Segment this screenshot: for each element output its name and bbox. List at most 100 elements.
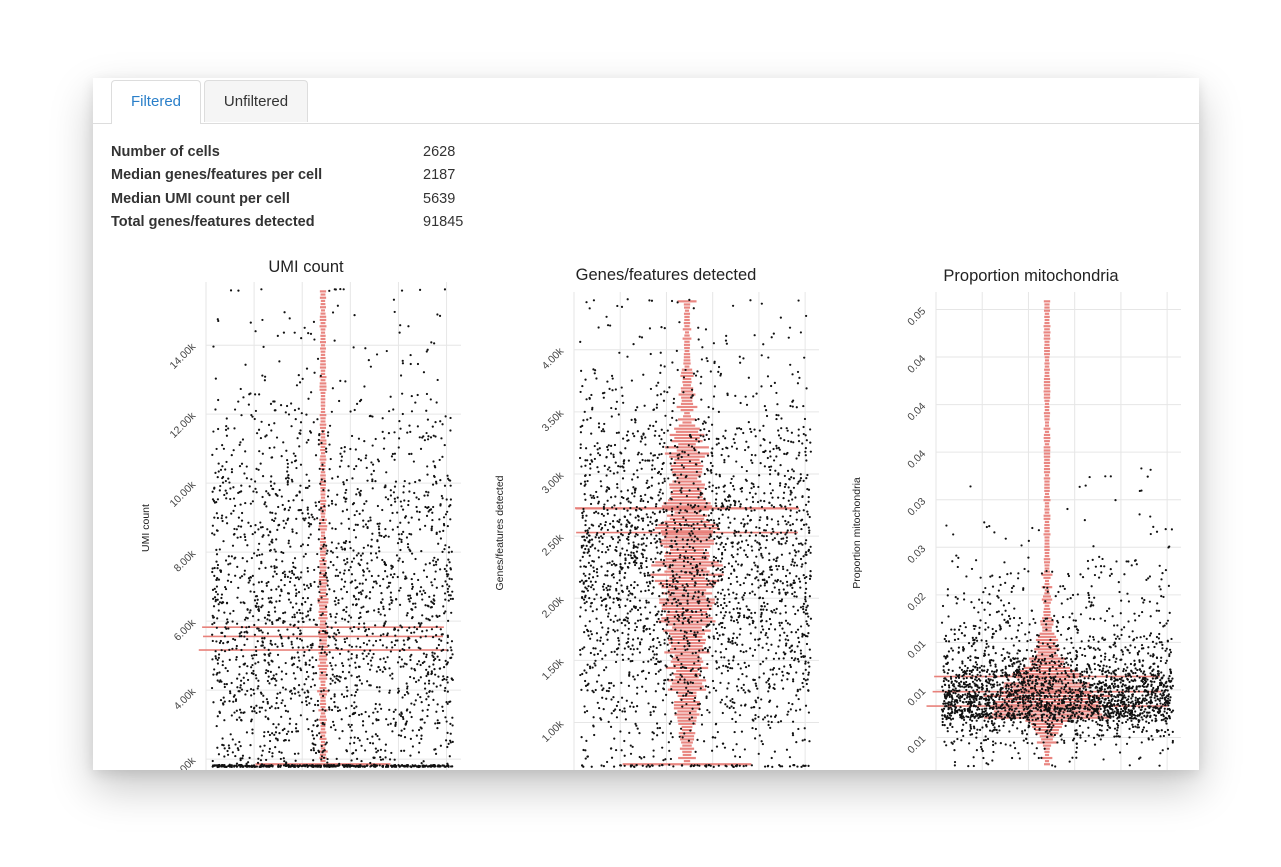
- data-point: [596, 495, 599, 499]
- tab-filtered[interactable]: Filtered: [111, 80, 201, 124]
- data-point: [799, 652, 803, 655]
- violin-bar: [317, 690, 329, 693]
- data-point: [269, 670, 272, 673]
- data-point: [425, 629, 428, 632]
- data-point: [379, 601, 383, 604]
- data-point: [322, 543, 326, 546]
- data-point: [248, 765, 251, 768]
- data-point: [669, 423, 672, 426]
- data-point: [693, 662, 696, 665]
- data-point: [779, 720, 783, 723]
- data-point: [232, 497, 236, 500]
- data-point: [449, 597, 452, 601]
- data-point: [805, 587, 808, 590]
- data-point: [211, 658, 214, 661]
- data-point: [584, 679, 587, 683]
- data-point: [353, 408, 356, 412]
- data-point: [777, 721, 780, 724]
- data-point: [778, 639, 781, 642]
- data-point: [435, 401, 438, 404]
- data-point: [211, 759, 214, 763]
- data-point: [280, 701, 283, 705]
- data-point: [715, 486, 718, 490]
- data-point: [251, 532, 254, 536]
- data-point: [685, 686, 688, 689]
- tab-unfiltered[interactable]: Unfiltered: [204, 80, 308, 122]
- data-point: [329, 677, 332, 680]
- data-point: [309, 332, 313, 335]
- data-point: [435, 710, 438, 713]
- y-tick-label: 2.00k: [172, 754, 199, 770]
- data-point: [727, 640, 730, 643]
- data-point: [616, 486, 619, 489]
- data-point: [690, 716, 694, 719]
- data-point: [397, 533, 400, 536]
- data-point: [648, 529, 651, 532]
- data-point: [741, 596, 744, 599]
- data-point: [618, 708, 622, 712]
- data-point: [293, 613, 296, 616]
- data-point: [724, 498, 727, 501]
- data-point: [706, 518, 709, 522]
- data-point: [413, 572, 416, 576]
- data-point: [378, 686, 381, 689]
- data-point: [633, 580, 636, 584]
- data-point: [377, 608, 380, 611]
- data-point: [302, 583, 306, 586]
- stat-label: Median UMI count per cell: [111, 190, 290, 207]
- data-point: [652, 656, 655, 659]
- data-point: [391, 677, 394, 680]
- data-point: [253, 710, 256, 713]
- data-point: [635, 561, 638, 565]
- data-point: [335, 677, 338, 680]
- data-point: [294, 459, 298, 462]
- data-point: [786, 469, 790, 472]
- data-point: [760, 611, 763, 615]
- data-point: [621, 710, 624, 713]
- data-point: [260, 288, 263, 291]
- violin-bar: [672, 626, 702, 629]
- data-point: [216, 593, 219, 596]
- data-point: [723, 597, 726, 601]
- data-point: [240, 688, 244, 691]
- data-point: [807, 671, 810, 674]
- violin-bar: [681, 396, 693, 399]
- data-point: [735, 447, 738, 450]
- data-point: [375, 686, 379, 689]
- data-point: [612, 628, 615, 632]
- data-point: [696, 573, 699, 576]
- data-point: [384, 620, 387, 623]
- data-point: [299, 545, 303, 548]
- data-point: [251, 657, 254, 660]
- data-point: [635, 625, 638, 629]
- data-point: [399, 500, 402, 503]
- data-point: [640, 564, 643, 568]
- data-point: [432, 682, 435, 685]
- violin-bar: [678, 393, 696, 396]
- data-point: [303, 326, 306, 329]
- data-point: [385, 471, 388, 474]
- data-point: [275, 696, 278, 700]
- data-point: [644, 443, 647, 446]
- data-point: [359, 554, 363, 557]
- violin-bar: [319, 315, 327, 318]
- data-point: [418, 765, 421, 768]
- data-point: [684, 368, 687, 372]
- gridlines: [573, 292, 819, 770]
- data-point: [396, 661, 400, 664]
- data-point: [630, 584, 633, 587]
- data-point: [648, 580, 651, 583]
- data-point: [592, 560, 596, 563]
- data-point: [221, 763, 224, 767]
- data-point: [322, 488, 325, 492]
- data-point: [446, 681, 449, 684]
- data-point: [259, 526, 263, 529]
- data-point: [384, 660, 387, 664]
- data-point: [683, 523, 686, 527]
- data-point: [662, 510, 666, 514]
- data-point: [399, 427, 402, 430]
- data-point: [239, 718, 243, 722]
- data-point: [673, 615, 676, 618]
- data-point: [251, 574, 254, 577]
- data-point: [804, 600, 807, 603]
